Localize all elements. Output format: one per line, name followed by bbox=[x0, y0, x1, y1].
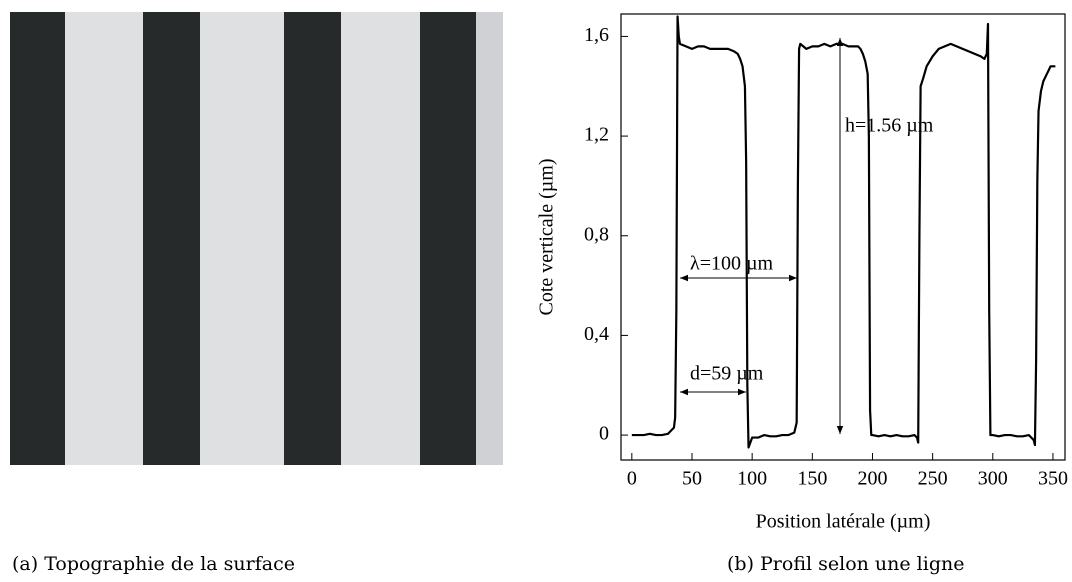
y-tick-label: 0,8 bbox=[584, 223, 609, 245]
dark-stripe bbox=[420, 12, 476, 465]
surface-image bbox=[10, 12, 503, 465]
plot-frame bbox=[620, 13, 1066, 461]
dark-stripe bbox=[284, 12, 341, 465]
dark-stripe bbox=[143, 12, 200, 465]
y-tick-label: 1,6 bbox=[584, 24, 609, 46]
light-stripe bbox=[476, 12, 503, 465]
y-tick-label: 0 bbox=[599, 423, 609, 445]
caption: (b) Profil selon une ligne bbox=[727, 553, 964, 575]
annotation: d=59 µm bbox=[690, 363, 764, 385]
x-tick-label: 350 bbox=[1038, 468, 1068, 490]
profile-line bbox=[631, 15, 1056, 449]
annotation: h=1.56 µm bbox=[845, 115, 934, 137]
x-tick-label: 250 bbox=[918, 468, 948, 490]
x-tick-label: 200 bbox=[857, 468, 887, 490]
y-axis-label: Cote verticale (µm) bbox=[536, 158, 558, 315]
x-tick-label: 50 bbox=[682, 468, 702, 490]
x-tick-label: 0 bbox=[627, 468, 637, 490]
x-tick-label: 300 bbox=[978, 468, 1008, 490]
annotation: λ=100 µm bbox=[690, 253, 774, 275]
caption: (a) Topographie de la surface bbox=[12, 553, 295, 575]
dark-stripe bbox=[10, 12, 65, 465]
x-tick-label: 100 bbox=[737, 468, 767, 490]
y-tick-label: 0,4 bbox=[584, 323, 609, 345]
y-tick-label: 1,2 bbox=[584, 124, 609, 146]
x-tick-label: 150 bbox=[797, 468, 827, 490]
x-axis-label: Position latérale (µm) bbox=[756, 511, 931, 533]
